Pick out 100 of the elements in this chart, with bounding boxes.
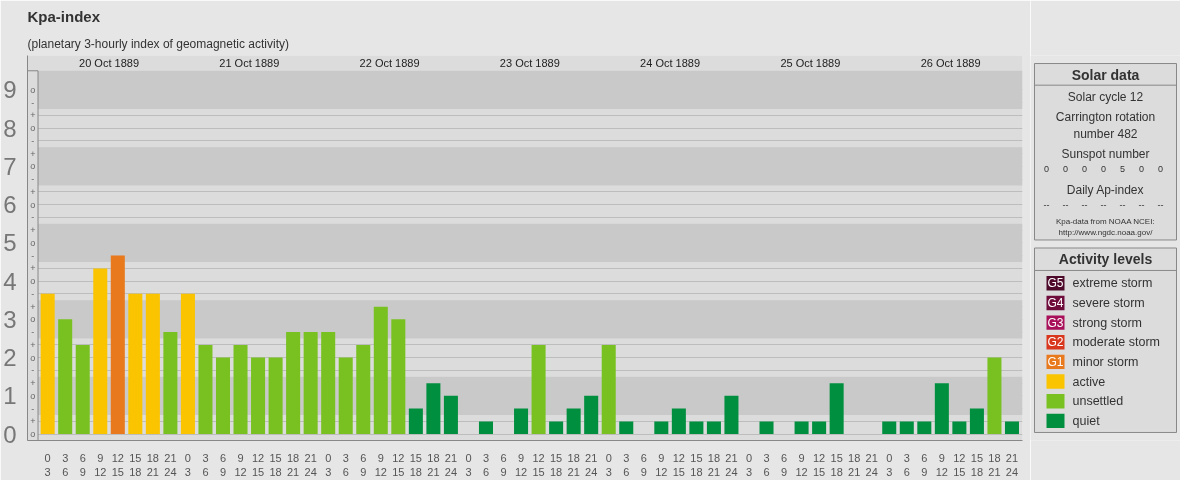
bar [654,421,669,434]
text: Solar cycle 12 [1067,90,1144,105]
text: 0 [1082,163,1088,174]
legend-label: unsettled [1072,394,1124,409]
annotation: - [31,327,35,338]
x-tick-label: 0 3 [605,451,612,478]
text: 0 [1063,163,1069,174]
bar [531,344,546,434]
text: 0 [1139,163,1145,174]
annotation: o [30,161,36,172]
text: -- [1100,200,1107,211]
x-tick-label: 12 15 [251,451,265,478]
x-tick-label: 3 6 [62,451,69,478]
annotation: + [30,339,36,350]
bar [145,293,160,434]
bar [934,383,949,434]
x-tick-label: 15 18 [269,451,282,478]
x-tick-label: 0 3 [325,451,332,478]
bar [759,421,774,434]
text: 0 [1101,163,1107,174]
annotation: + [30,263,36,274]
x-tick-label: 15 18 [830,451,843,478]
annotation: 26 Oct 1889 [920,57,981,70]
bar [93,268,108,434]
annotation: + [30,110,36,121]
bar [987,357,1002,434]
x-tick-label: 21 24 [1005,451,1019,478]
y-tick-label: 4 [3,267,17,295]
x-tick-label: 15 18 [690,451,703,478]
bar [75,344,90,434]
bar [233,344,248,434]
x-tick-label: 18 21 [988,451,1001,478]
x-tick-label: 6 9 [360,451,367,478]
x-tick-label: 18 21 [146,451,159,478]
bar [356,344,371,434]
annotation: o [30,390,36,401]
annotation: + [30,225,36,236]
annotation: - [31,403,35,414]
x-tick-label: 6 9 [219,451,227,478]
legend-label: minor storm [1072,354,1139,369]
x-tick-label: 9 12 [655,451,668,478]
text: -- [1043,200,1050,211]
text: G1 [1047,354,1064,369]
legend-label: strong storm [1072,315,1142,330]
bar [917,421,932,434]
text: 5 [1120,163,1126,174]
x-tick-label: 12 15 [532,451,545,478]
x-tick-label: 6 9 [79,451,86,478]
text: -- [1119,200,1126,211]
bar [829,383,844,434]
annotation: o [30,84,36,95]
y-tick-label: 5 [3,229,17,257]
bar [706,421,721,434]
bar [303,331,318,434]
bar [566,408,581,434]
bar [724,395,739,434]
x-tick-label: 18 21 [427,451,440,478]
bar [584,395,599,434]
bar [391,319,406,434]
bar [408,408,423,434]
y-tick-label: 7 [3,152,17,180]
y-tick-label: 6 [3,191,17,219]
x-tick-label: 9 12 [94,451,107,478]
annotation: 22 Oct 1889 [359,57,420,70]
x-tick-label: 9 12 [935,451,948,478]
x-tick-label: 6 9 [780,451,788,478]
x-tick-label: 21 24 [585,451,598,478]
x-tick-label: 12 15 [672,451,685,478]
bar [478,421,493,434]
annotation: o [30,123,36,134]
text: -- [1062,200,1069,211]
legend-label: active [1072,374,1106,389]
text: Carrington rotation number 482 [1055,109,1156,141]
y-tick-label: 9 [3,76,17,104]
bar [952,421,967,434]
annotation: 20 Oct 1889 [79,57,139,70]
chart-title: Kpa-index [27,7,101,25]
x-tick-label: 6 9 [921,451,928,478]
annotation: o [30,237,36,248]
x-tick-label: 18 21 [707,451,721,478]
legend-label: moderate storm [1072,335,1161,350]
bar [286,331,301,434]
x-tick-label: 9 12 [795,451,808,478]
chart-subtitle: (planetary 3-hourly index of geomagnetic activity) [27,36,289,51]
bar [215,357,231,434]
legend-label: extreme storm [1072,276,1153,291]
bar [1004,421,1019,434]
x-tick-label: 21 24 [164,451,177,478]
bar [268,357,283,434]
text: G4 [1047,295,1064,310]
annotation: o [30,314,36,325]
annotation: + [30,378,36,389]
annotation: - [31,365,35,376]
annotation: + [30,186,36,197]
x-tick-label: 9 12 [374,451,387,478]
x-tick-label: 21 24 [304,451,317,478]
text: G5 [1047,276,1064,291]
bar [882,421,897,434]
annotation: o [30,429,36,439]
text: Activity levels [1058,251,1153,268]
